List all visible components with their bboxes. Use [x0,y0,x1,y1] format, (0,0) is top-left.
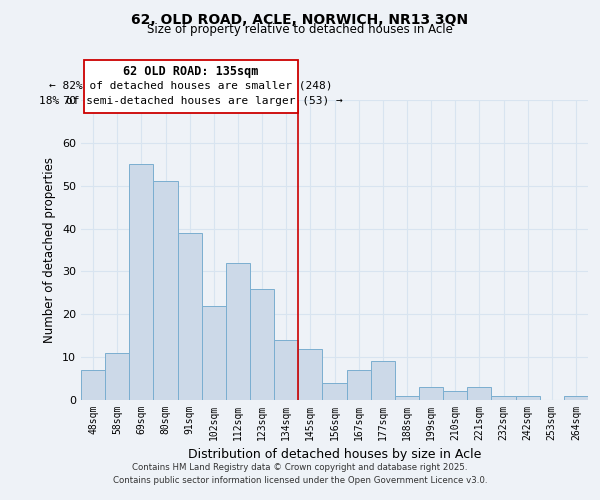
Bar [491,396,515,400]
Bar [322,383,347,400]
Bar [371,362,395,400]
Text: 62, OLD ROAD, ACLE, NORWICH, NR13 3QN: 62, OLD ROAD, ACLE, NORWICH, NR13 3QN [131,12,469,26]
Y-axis label: Number of detached properties: Number of detached properties [43,157,56,343]
Bar [298,348,322,400]
Text: 62 OLD ROAD: 135sqm: 62 OLD ROAD: 135sqm [124,65,259,78]
Text: Contains HM Land Registry data © Crown copyright and database right 2025.: Contains HM Land Registry data © Crown c… [132,464,468,472]
Bar [515,396,540,400]
Text: ← 82% of detached houses are smaller (248): ← 82% of detached houses are smaller (24… [49,81,333,91]
Bar [274,340,298,400]
Bar [250,288,274,400]
Text: 18% of semi-detached houses are larger (53) →: 18% of semi-detached houses are larger (… [39,96,343,106]
Bar [443,392,467,400]
Bar [419,387,443,400]
Bar [226,263,250,400]
Bar [154,182,178,400]
Bar [564,396,588,400]
Text: Contains public sector information licensed under the Open Government Licence v3: Contains public sector information licen… [113,476,487,485]
Bar [129,164,154,400]
Bar [105,353,129,400]
Bar [81,370,105,400]
Text: Size of property relative to detached houses in Acle: Size of property relative to detached ho… [147,22,453,36]
Bar [395,396,419,400]
X-axis label: Distribution of detached houses by size in Acle: Distribution of detached houses by size … [188,448,481,462]
Bar [178,233,202,400]
Bar [202,306,226,400]
Bar [467,387,491,400]
Bar [347,370,371,400]
